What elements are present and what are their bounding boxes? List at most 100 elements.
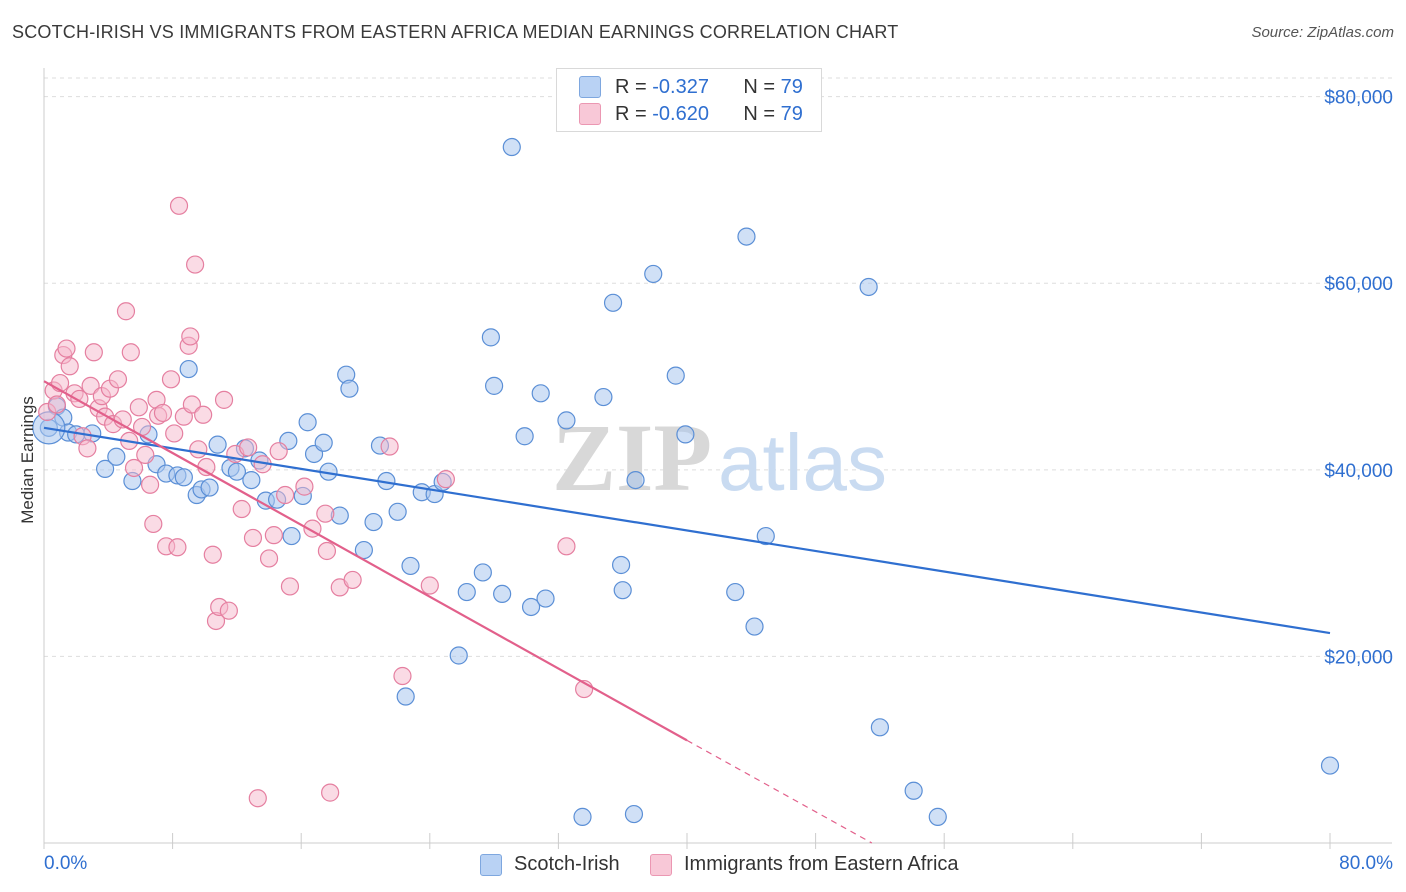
data-point-eastern-africa [60, 357, 79, 376]
data-point-scotch-irish [388, 502, 407, 521]
data-point-scotch-irish [666, 366, 685, 385]
data-point-eastern-africa [81, 376, 100, 395]
data-point-scotch-irish [95, 459, 115, 478]
data-point-scotch-irish [613, 581, 632, 600]
data-point-eastern-africa [248, 789, 267, 808]
chart-title: SCOTCH-IRISH VS IMMIGRANTS FROM EASTERN … [12, 22, 899, 42]
legend-r-value: -0.620 [652, 102, 709, 125]
x-tick-label: 0.0% [44, 853, 87, 874]
data-point-scotch-irish [603, 293, 623, 312]
data-point-scotch-irish [573, 807, 592, 826]
data-point-eastern-africa [165, 424, 184, 443]
data-point-scotch-irish [531, 384, 550, 403]
trend-line-scotch-irish [43, 426, 1331, 635]
data-point-eastern-africa [140, 475, 160, 494]
data-point-eastern-africa [264, 526, 283, 545]
data-point-eastern-africa [144, 514, 163, 534]
data-point-scotch-irish [502, 137, 521, 157]
data-point-scotch-irish [481, 328, 500, 347]
data-point-eastern-africa [436, 470, 455, 489]
data-point-scotch-irish [594, 387, 613, 407]
y-tick-label: $40,000 [1324, 461, 1393, 482]
legend-swatch-pink [579, 103, 601, 125]
watermark-atlas: atlas [718, 418, 887, 507]
legend-swatch-blue [480, 853, 502, 876]
axes [43, 68, 1392, 849]
data-point-scotch-irish [745, 617, 764, 636]
data-point-eastern-africa [169, 196, 189, 215]
data-point-eastern-africa [259, 549, 279, 568]
data-point-eastern-africa [161, 370, 181, 389]
trend-lines [43, 380, 1331, 844]
data-point-eastern-africa [316, 504, 335, 523]
data-point-scotch-irish [904, 781, 923, 800]
data-point-eastern-africa [153, 403, 173, 423]
data-point-eastern-africa [182, 395, 201, 414]
data-point-scotch-irish [485, 376, 504, 395]
data-point-eastern-africa [239, 438, 258, 457]
legend-n-value: 79 [780, 75, 803, 98]
data-point-scotch-irish [449, 646, 468, 665]
data-point-scotch-irish [354, 540, 373, 560]
data-point-eastern-africa [84, 343, 103, 362]
legend-swatch-pink [650, 853, 672, 876]
legend-swatch-blue [579, 76, 601, 98]
legend-r-label: R = [615, 75, 647, 98]
series-scotch-irish-points [32, 137, 1340, 826]
watermark-zip: ZIP [552, 404, 712, 511]
data-point-scotch-irish [928, 807, 947, 826]
legend-row-eastern-africa: R = -0.620 N = 79 [579, 102, 803, 126]
data-point-scotch-irish [340, 379, 359, 398]
data-point-eastern-africa [121, 343, 140, 362]
data-point-scotch-irish [227, 462, 246, 481]
data-point-eastern-africa [194, 405, 213, 424]
data-point-scotch-irish [676, 425, 695, 444]
source-label: Source: ZipAtlas.com [1251, 24, 1394, 41]
data-point-scotch-irish [493, 584, 512, 604]
data-point-scotch-irish [473, 563, 492, 582]
legend-item-scotch-irish[interactable]: Scotch-Irish [480, 853, 620, 876]
data-point-eastern-africa [57, 339, 76, 358]
data-point-scotch-irish [521, 597, 541, 617]
data-point-scotch-irish [396, 687, 415, 706]
data-point-scotch-irish [242, 470, 261, 490]
data-point-scotch-irish [401, 556, 420, 576]
data-point-eastern-africa [124, 458, 144, 478]
data-point-eastern-africa [276, 485, 295, 505]
data-point-eastern-africa [136, 445, 155, 465]
data-point-eastern-africa [47, 395, 66, 414]
data-point-eastern-africa [219, 601, 238, 620]
data-point-eastern-africa [243, 528, 263, 548]
data-point-eastern-africa [78, 439, 97, 458]
x-tick-label: 80.0% [1339, 853, 1393, 874]
data-point-eastern-africa [317, 541, 337, 561]
gridlines [44, 77, 1392, 657]
y-tick-label: $20,000 [1324, 647, 1393, 668]
data-point-eastern-africa [189, 440, 208, 459]
data-point-eastern-africa [168, 538, 187, 557]
data-point-scotch-irish [611, 555, 631, 575]
legend-label: Scotch-Irish [514, 853, 620, 875]
legend-n-label: N = [743, 102, 776, 125]
data-point-scotch-irish [726, 582, 745, 602]
legend-n-label: N = [743, 75, 776, 98]
data-point-eastern-africa [129, 398, 148, 417]
tick-labels: $20,000 $40,000 $60,000 $80,000 0.0% 80.0% [44, 88, 1393, 874]
legend-item-eastern-africa[interactable]: Immigrants from Eastern Africa [650, 853, 959, 876]
data-point-scotch-irish [174, 468, 193, 487]
data-point-scotch-irish [737, 227, 756, 246]
data-point-eastern-africa [420, 576, 439, 595]
data-point-scotch-irish [756, 526, 775, 546]
y-tick-label: $80,000 [1324, 88, 1393, 109]
data-point-scotch-irish [557, 411, 576, 430]
data-point-scotch-irish [644, 264, 663, 284]
data-point-scotch-irish [624, 804, 644, 824]
legend-label: Immigrants from Eastern Africa [684, 853, 959, 875]
data-point-scotch-irish [1320, 756, 1340, 775]
data-point-eastern-africa [181, 327, 200, 346]
data-point-scotch-irish [457, 582, 476, 602]
data-point-scotch-irish [626, 470, 645, 490]
data-point-scotch-irish [208, 435, 227, 454]
series-legend: Scotch-Irish Immigrants from Eastern Afr… [0, 851, 1406, 879]
